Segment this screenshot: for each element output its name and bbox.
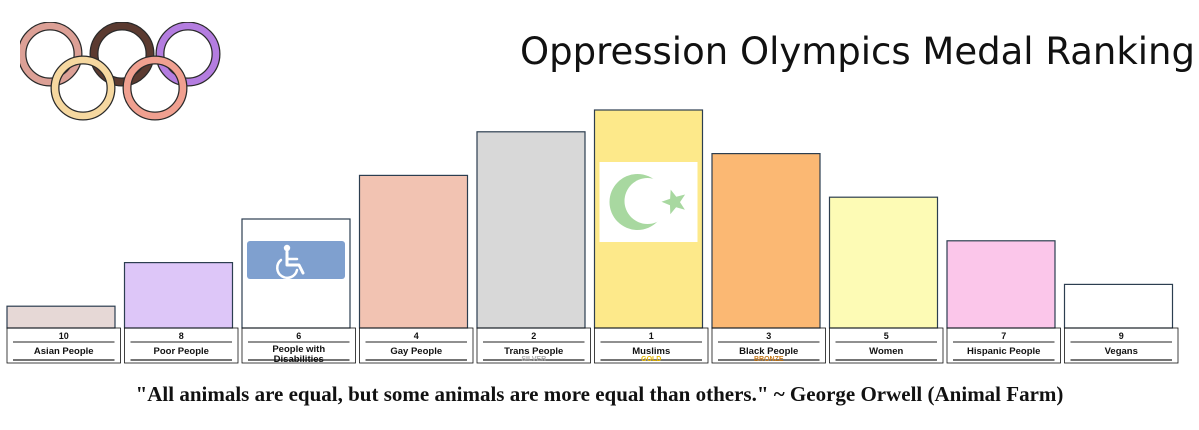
bar-group: 5 Women (828, 196, 944, 364)
category-label: Asian People (34, 346, 94, 357)
label-cell (359, 327, 474, 364)
ring-3 (156, 22, 220, 86)
bar-group: 10 Asian People (6, 305, 121, 364)
label-cell (1064, 327, 1179, 364)
olympic-rings-logo (20, 22, 221, 121)
label-cell (476, 327, 591, 364)
label-cell (829, 327, 944, 364)
category-label: Hispanic People (967, 346, 1040, 357)
rank-label: 5 (884, 331, 889, 341)
rank-label: 4 (414, 331, 419, 341)
ring-4 (51, 56, 115, 120)
category-label: People with Disabilities (272, 344, 325, 365)
wheelchair-icon (247, 241, 345, 280)
bar-chart: 10 Asian People 8 Poor People 6 People with Di… (5, 109, 1180, 365)
bar (828, 196, 939, 329)
label-cell (241, 327, 356, 364)
bar-group: 4 Gay People (358, 174, 474, 364)
rank-label: 3 (766, 331, 771, 341)
rank-label: 2 (531, 331, 536, 341)
category-label: Trans People (504, 346, 563, 357)
ring-2 (90, 22, 154, 86)
chart-title: Oppression Olympics Medal Ranking (520, 30, 1195, 73)
rank-label: 9 (1119, 331, 1124, 341)
crescent-star-icon (599, 162, 698, 242)
rank-label: 10 (59, 331, 69, 341)
rank-label: 8 (179, 331, 184, 341)
bar (476, 131, 586, 329)
category-label: Muslims (632, 346, 670, 357)
orwell-quote: "All animals are equal, but some animals… (135, 382, 1064, 406)
rank-label: 7 (1001, 331, 1006, 341)
category-label: Poor People (154, 346, 209, 357)
category-label: Vegans (1105, 346, 1138, 357)
medal-label: GOLD (641, 356, 661, 363)
bar-group: 6 People with Disabilities (241, 218, 356, 365)
label-band (5, 328, 1180, 363)
label-cell (946, 327, 1061, 364)
category-label: Black People (739, 346, 798, 357)
medal-label: BRONZE (754, 356, 784, 363)
rank-label: 1 (649, 331, 654, 341)
bar (6, 305, 116, 329)
label-cell (594, 327, 709, 364)
label-cell (6, 327, 121, 364)
bar (358, 174, 469, 329)
bar (946, 240, 1056, 329)
bar-group: 9 Vegans (1063, 283, 1179, 364)
bar (123, 262, 234, 329)
ring-1 (20, 22, 82, 86)
bar (1063, 283, 1174, 329)
bar-group: 8 Poor People (123, 262, 239, 364)
rank-label: 6 (296, 331, 301, 341)
medal-label: SILVER (521, 356, 546, 363)
label-cell (124, 327, 239, 364)
bar (711, 153, 821, 329)
label-cell (711, 327, 826, 364)
bar-group: 7 Hispanic People (946, 240, 1061, 364)
category-label: Women (869, 346, 903, 357)
category-label: Gay People (390, 346, 442, 357)
ring-5 (123, 56, 187, 120)
